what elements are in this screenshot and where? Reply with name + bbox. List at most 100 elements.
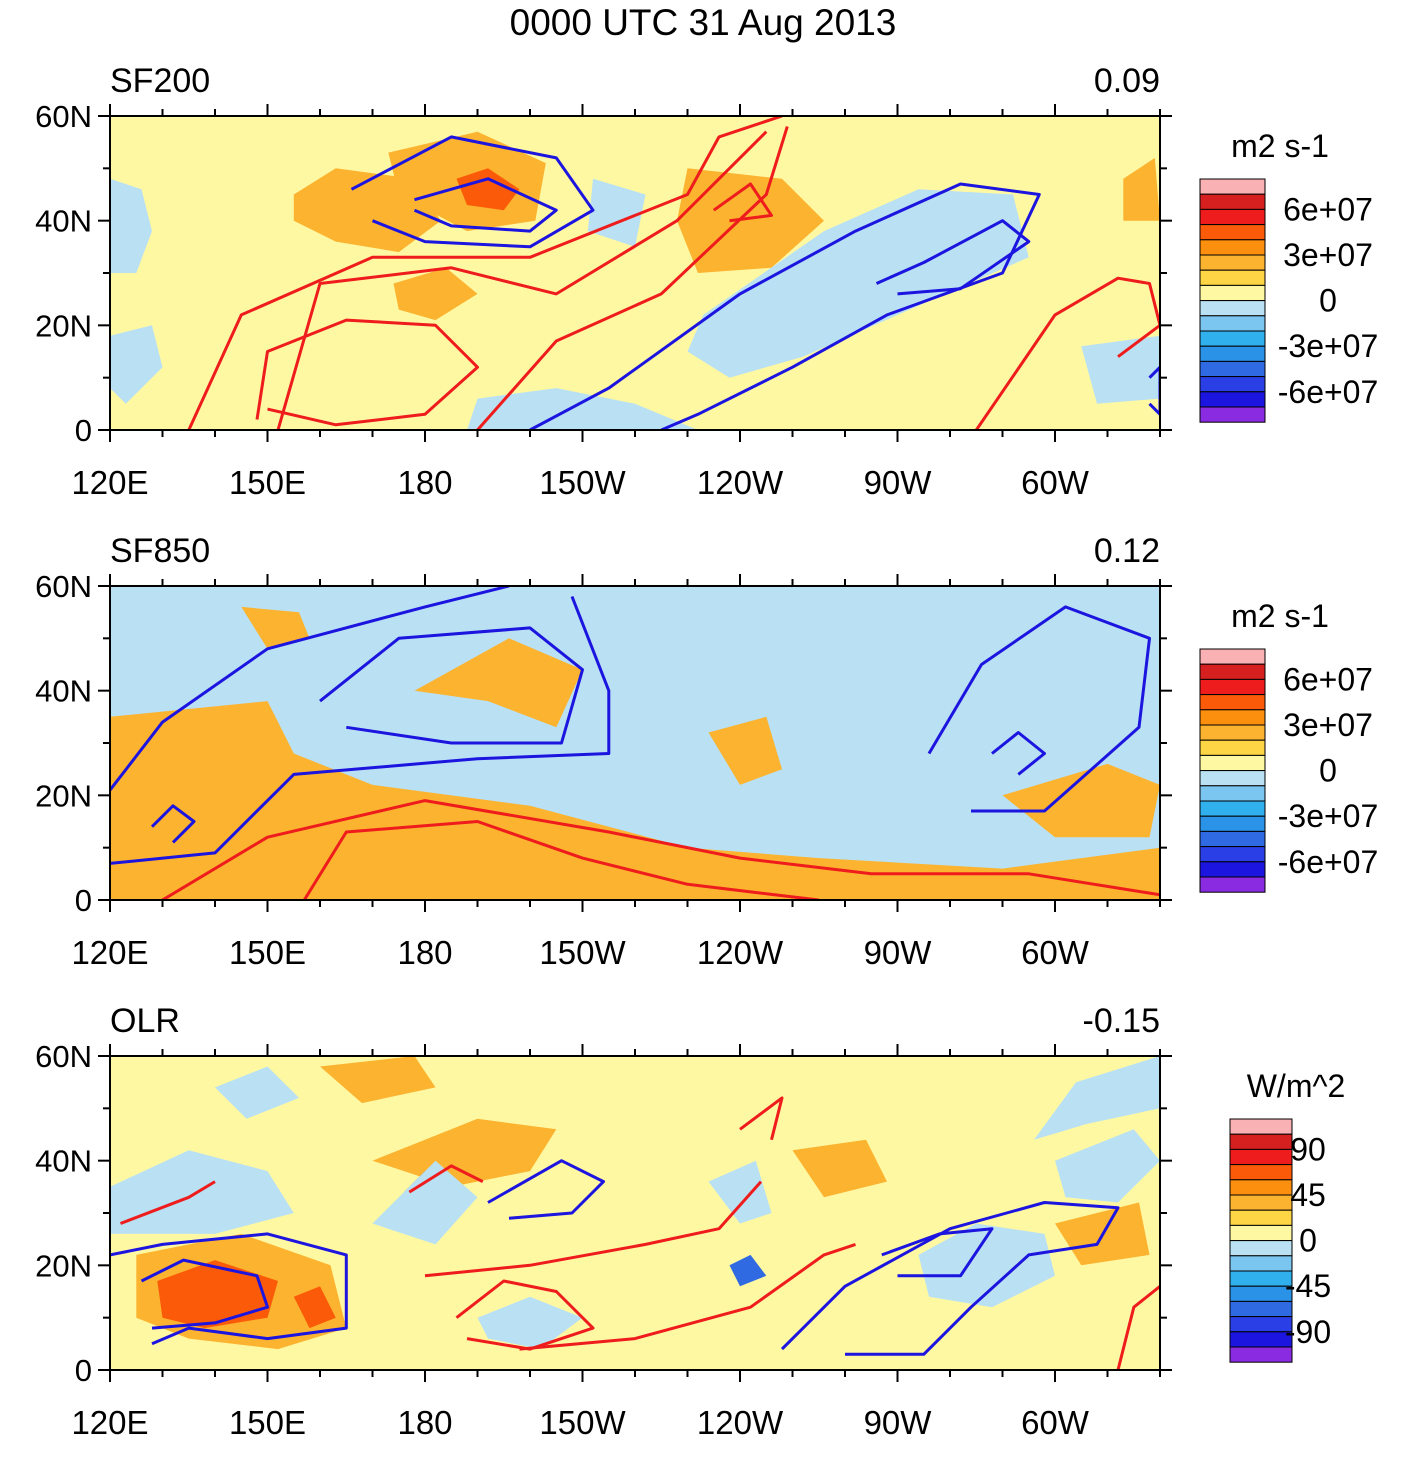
- shaded-region-strong-negative: [729, 1254, 767, 1287]
- colorbar-swatch: [1199, 178, 1266, 195]
- x-tick-label: 180: [397, 1404, 452, 1441]
- colorbar-label: 45: [1290, 1177, 1326, 1213]
- panel-title: SF850: [110, 532, 211, 570]
- shaded-region-positive: [792, 1139, 887, 1198]
- contour-positive: [303, 820, 819, 900]
- contour-positive: [161, 799, 1160, 900]
- colorbar-swatch: [1199, 830, 1266, 848]
- contour-positive: [119, 1180, 216, 1225]
- x-tick-label: 150W: [539, 464, 626, 501]
- colorbar-swatch: [1229, 1316, 1293, 1333]
- shaded-region-positive: [241, 606, 310, 649]
- x-tick-label: 120E: [71, 934, 148, 971]
- contour-negative: [1148, 365, 1160, 416]
- x-tick-label: 120W: [697, 934, 784, 971]
- shaded-region-negative: [687, 189, 1029, 378]
- shaded-region-positive: [1123, 157, 1160, 221]
- x-tick-label: 150W: [539, 1404, 626, 1441]
- plot-area: [110, 1056, 1160, 1370]
- colorbar-swatch: [1199, 376, 1266, 393]
- shaded-region-negative: [110, 1150, 294, 1234]
- shaded-region-negative: [708, 1160, 772, 1224]
- olr-panel: OLR -0.15 120E 150E 180 150W 120W 90W 60W 60N 40…: [0, 1002, 1406, 1472]
- colorbar-label: 6e+07: [1283, 191, 1373, 227]
- shaded-region-strong-positive: [157, 1260, 278, 1329]
- colorbar-swatch: [1199, 846, 1266, 863]
- x-tick-label: 60W: [1021, 934, 1090, 971]
- shaded-region-strong-positive: [293, 1286, 336, 1329]
- colorbar-swatch: [1229, 1285, 1293, 1302]
- x-tick-label: 60W: [1021, 1404, 1090, 1441]
- y-tick-label: 0: [75, 1353, 92, 1388]
- colorbar-swatch: [1229, 1346, 1293, 1363]
- colorbar-swatch: [1199, 709, 1266, 726]
- colorbar-units: W/m^2: [1246, 1068, 1346, 1104]
- y-tick-label: 20N: [35, 308, 92, 343]
- colorbar-swatch: [1199, 239, 1266, 256]
- contour-positive: [1116, 1285, 1160, 1370]
- contour-negative: [487, 1159, 605, 1220]
- contour-positive: [408, 1164, 484, 1194]
- y-tick-label: 40N: [35, 1144, 92, 1179]
- colorbar-label: -45: [1285, 1268, 1331, 1304]
- contour-negative: [140, 1258, 269, 1330]
- contour-positive: [519, 1242, 856, 1351]
- contour-negative: [150, 804, 196, 844]
- x-tick-label: 180: [397, 934, 452, 971]
- colorbar-swatch: [1229, 1118, 1293, 1135]
- x-tick-label: 90W: [864, 464, 933, 501]
- contour-negative: [780, 1201, 1120, 1356]
- plot-area: [110, 116, 1160, 430]
- shaded-region-positive: [708, 716, 782, 785]
- colorbar-swatch: [1199, 876, 1266, 893]
- colorbar-swatch: [1199, 678, 1266, 696]
- colorbar-swatch: [1199, 724, 1266, 741]
- colorbar-label: 0: [1299, 1223, 1317, 1259]
- colorbar-units: m2 s-1: [1231, 598, 1329, 634]
- x-tick-label: 90W: [864, 1404, 933, 1441]
- colorbar-swatch: [1199, 300, 1266, 317]
- figure-title: 0000 UTC 31 Aug 2013: [509, 2, 897, 43]
- colorbar-swatch: [1199, 269, 1266, 286]
- y-tick-label: 60N: [35, 99, 92, 134]
- shaded-region-negative: [1034, 1056, 1160, 1140]
- colorbar-swatch: [1199, 754, 1266, 772]
- y-tick-label: 60N: [35, 569, 92, 604]
- x-tick-label: 150E: [229, 934, 306, 971]
- colorbar-swatch: [1229, 1224, 1293, 1242]
- contour-positive: [424, 1180, 763, 1278]
- colorbar-swatch: [1199, 254, 1266, 271]
- colorbar-swatch: [1199, 330, 1266, 347]
- shaded-region-positive: [110, 701, 1160, 900]
- contour-positive: [712, 182, 773, 223]
- colorbar-swatch: [1199, 360, 1266, 378]
- y-tick-label: 40N: [35, 204, 92, 239]
- contour-negative: [927, 605, 1151, 813]
- contour-negative: [881, 1227, 994, 1278]
- colorbar-swatch: [1199, 770, 1266, 787]
- y-tick-label: 20N: [35, 778, 92, 813]
- panel-title: SF200: [110, 62, 211, 100]
- shaded-region-positive: [1002, 763, 1160, 838]
- shaded-region-positive: [414, 638, 583, 728]
- colorbar-swatch: [1229, 1164, 1293, 1181]
- colorbar-label: 3e+07: [1283, 237, 1373, 273]
- shaded-region-negative: [477, 1296, 583, 1350]
- contour-negative: [110, 1232, 348, 1346]
- sf850-map: 120E 150E 180 150W 120W 90W 60W 60N 40N 20N 0 6e+07…: [35, 569, 1378, 971]
- colorbar-swatch: [1199, 406, 1266, 423]
- y-tick-label: 0: [75, 413, 92, 448]
- colorbar-swatch: [1199, 193, 1266, 210]
- contour-negative: [529, 182, 1041, 430]
- colorbar-swatch: [1199, 284, 1266, 302]
- shaded-region-negative: [918, 1223, 1055, 1308]
- contour-positive: [187, 116, 783, 430]
- contour-positive: [276, 130, 768, 430]
- shaded-region-positive: [372, 1118, 557, 1187]
- shaded-region-negative: [110, 178, 152, 273]
- shaded-region-negative: [1055, 1129, 1160, 1203]
- contour-positive: [975, 276, 1160, 430]
- contour-positive: [476, 126, 789, 430]
- colorbar-swatch: [1229, 1194, 1293, 1211]
- shaded-region-positive: [320, 1056, 436, 1104]
